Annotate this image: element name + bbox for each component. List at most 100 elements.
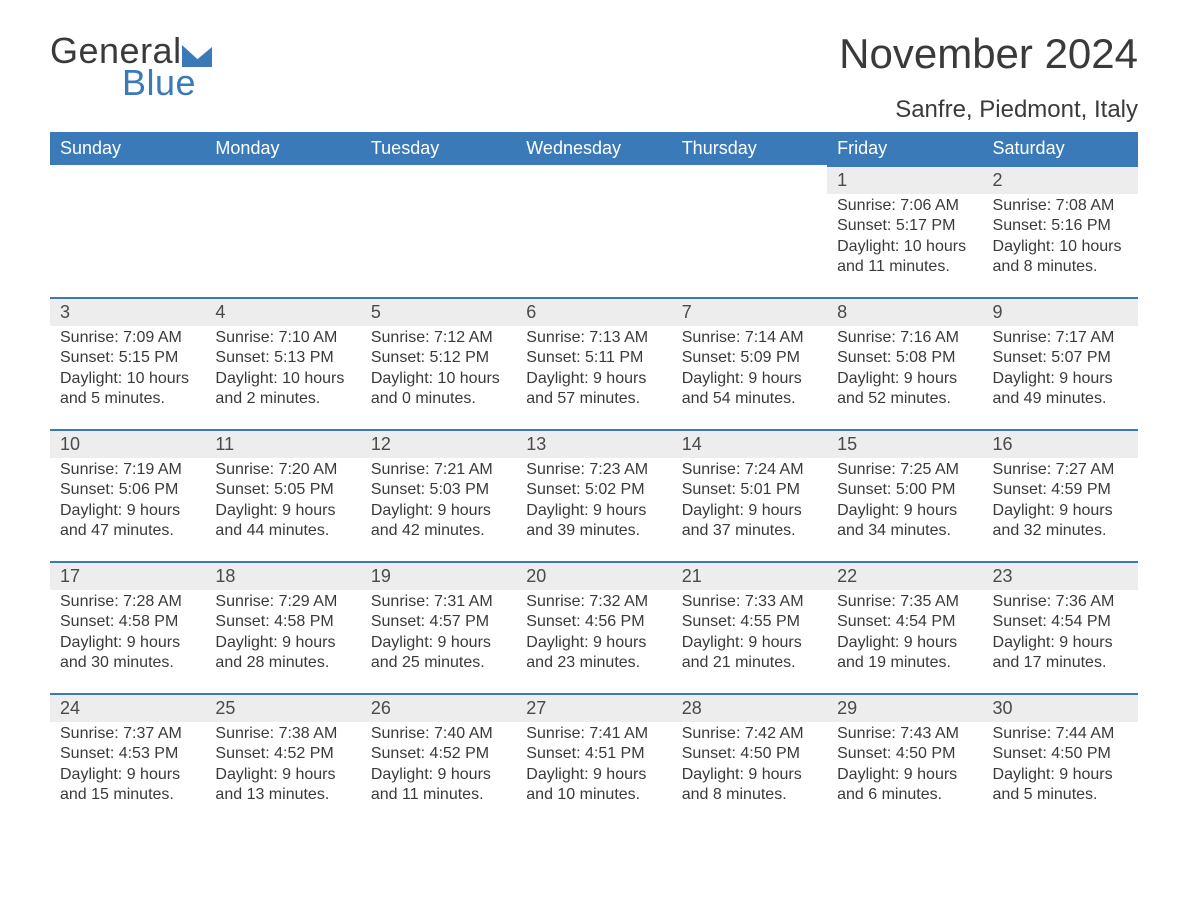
sunset-line: Sunset: 5:02 PM — [526, 480, 661, 500]
day-cell-27: 27Sunrise: 7:41 AMSunset: 4:51 PMDayligh… — [516, 693, 671, 825]
sunset-line: Sunset: 5:03 PM — [371, 480, 506, 500]
day-cell-10: 10Sunrise: 7:19 AMSunset: 5:06 PMDayligh… — [50, 429, 205, 561]
day-number: 1 — [827, 165, 982, 194]
day-number: 2 — [983, 165, 1138, 194]
sunrise-line: Sunrise: 7:35 AM — [837, 592, 972, 612]
sunset-line: Sunset: 5:01 PM — [682, 480, 817, 500]
sunrise-line: Sunrise: 7:14 AM — [682, 328, 817, 348]
daylight-line: Daylight: 10 hours and 0 minutes. — [371, 369, 506, 410]
daylight-line: Daylight: 9 hours and 54 minutes. — [682, 369, 817, 410]
sunrise-line: Sunrise: 7:09 AM — [60, 328, 195, 348]
daylight-line: Daylight: 9 hours and 47 minutes. — [60, 501, 195, 542]
sunset-line: Sunset: 4:56 PM — [526, 612, 661, 632]
day-cell-28: 28Sunrise: 7:42 AMSunset: 4:50 PMDayligh… — [672, 693, 827, 825]
day-number: 20 — [516, 561, 671, 590]
sunset-line: Sunset: 5:06 PM — [60, 480, 195, 500]
sunrise-line: Sunrise: 7:29 AM — [215, 592, 350, 612]
sunrise-line: Sunrise: 7:38 AM — [215, 724, 350, 744]
daylight-line: Daylight: 10 hours and 2 minutes. — [215, 369, 350, 410]
sunrise-line: Sunrise: 7:41 AM — [526, 724, 661, 744]
sunrise-line: Sunrise: 7:28 AM — [60, 592, 195, 612]
day-cell-20: 20Sunrise: 7:32 AMSunset: 4:56 PMDayligh… — [516, 561, 671, 693]
day-number: 22 — [827, 561, 982, 590]
sunset-line: Sunset: 4:51 PM — [526, 744, 661, 764]
day-cell-21: 21Sunrise: 7:33 AMSunset: 4:55 PMDayligh… — [672, 561, 827, 693]
day-details: Sunrise: 7:09 AMSunset: 5:15 PMDaylight:… — [50, 326, 205, 410]
day-number: 13 — [516, 429, 671, 458]
day-details: Sunrise: 7:13 AMSunset: 5:11 PMDaylight:… — [516, 326, 671, 410]
sunrise-line: Sunrise: 7:10 AM — [215, 328, 350, 348]
day-details: Sunrise: 7:36 AMSunset: 4:54 PMDaylight:… — [983, 590, 1138, 674]
sunset-line: Sunset: 4:57 PM — [371, 612, 506, 632]
daylight-line: Daylight: 9 hours and 6 minutes. — [837, 765, 972, 806]
sunset-line: Sunset: 4:50 PM — [682, 744, 817, 764]
day-number: 19 — [361, 561, 516, 590]
weekday-thursday: Thursday — [672, 132, 827, 165]
sunset-line: Sunset: 5:15 PM — [60, 348, 195, 368]
day-cell-25: 25Sunrise: 7:38 AMSunset: 4:52 PMDayligh… — [205, 693, 360, 825]
sunrise-line: Sunrise: 7:24 AM — [682, 460, 817, 480]
day-number: 29 — [827, 693, 982, 722]
day-details: Sunrise: 7:42 AMSunset: 4:50 PMDaylight:… — [672, 722, 827, 806]
day-number: 23 — [983, 561, 1138, 590]
daylight-line: Daylight: 9 hours and 13 minutes. — [215, 765, 350, 806]
day-cell-9: 9Sunrise: 7:17 AMSunset: 5:07 PMDaylight… — [983, 297, 1138, 429]
day-cell-22: 22Sunrise: 7:35 AMSunset: 4:54 PMDayligh… — [827, 561, 982, 693]
day-details: Sunrise: 7:44 AMSunset: 4:50 PMDaylight:… — [983, 722, 1138, 806]
day-cell-17: 17Sunrise: 7:28 AMSunset: 4:58 PMDayligh… — [50, 561, 205, 693]
day-details: Sunrise: 7:16 AMSunset: 5:08 PMDaylight:… — [827, 326, 982, 410]
sunrise-line: Sunrise: 7:32 AM — [526, 592, 661, 612]
daylight-line: Daylight: 9 hours and 32 minutes. — [993, 501, 1128, 542]
empty-cell — [205, 165, 360, 297]
day-number: 12 — [361, 429, 516, 458]
daylight-line: Daylight: 9 hours and 21 minutes. — [682, 633, 817, 674]
sunset-line: Sunset: 4:52 PM — [215, 744, 350, 764]
sunset-line: Sunset: 4:50 PM — [993, 744, 1128, 764]
sunset-line: Sunset: 4:54 PM — [837, 612, 972, 632]
calendar-week-row: 1Sunrise: 7:06 AMSunset: 5:17 PMDaylight… — [50, 165, 1138, 297]
day-number: 21 — [672, 561, 827, 590]
empty-cell — [672, 165, 827, 297]
weekday-tuesday: Tuesday — [361, 132, 516, 165]
sunrise-line: Sunrise: 7:16 AM — [837, 328, 972, 348]
day-number: 3 — [50, 297, 205, 326]
daylight-line: Daylight: 9 hours and 49 minutes. — [993, 369, 1128, 410]
day-number: 9 — [983, 297, 1138, 326]
day-details: Sunrise: 7:10 AMSunset: 5:13 PMDaylight:… — [205, 326, 360, 410]
day-cell-18: 18Sunrise: 7:29 AMSunset: 4:58 PMDayligh… — [205, 561, 360, 693]
sunrise-line: Sunrise: 7:13 AM — [526, 328, 661, 348]
daylight-line: Daylight: 9 hours and 8 minutes. — [682, 765, 817, 806]
day-cell-23: 23Sunrise: 7:36 AMSunset: 4:54 PMDayligh… — [983, 561, 1138, 693]
empty-cell — [516, 165, 671, 297]
day-number: 27 — [516, 693, 671, 722]
day-cell-3: 3Sunrise: 7:09 AMSunset: 5:15 PMDaylight… — [50, 297, 205, 429]
sunrise-line: Sunrise: 7:08 AM — [993, 196, 1128, 216]
daylight-line: Daylight: 10 hours and 5 minutes. — [60, 369, 195, 410]
day-details: Sunrise: 7:32 AMSunset: 4:56 PMDaylight:… — [516, 590, 671, 674]
sunrise-line: Sunrise: 7:23 AM — [526, 460, 661, 480]
calendar-table: SundayMondayTuesdayWednesdayThursdayFrid… — [50, 132, 1138, 825]
day-details: Sunrise: 7:24 AMSunset: 5:01 PMDaylight:… — [672, 458, 827, 542]
calendar-week-row: 3Sunrise: 7:09 AMSunset: 5:15 PMDaylight… — [50, 297, 1138, 429]
day-details: Sunrise: 7:17 AMSunset: 5:07 PMDaylight:… — [983, 326, 1138, 410]
day-details: Sunrise: 7:25 AMSunset: 5:00 PMDaylight:… — [827, 458, 982, 542]
day-details: Sunrise: 7:06 AMSunset: 5:17 PMDaylight:… — [827, 194, 982, 278]
day-details: Sunrise: 7:31 AMSunset: 4:57 PMDaylight:… — [361, 590, 516, 674]
sunset-line: Sunset: 4:58 PM — [60, 612, 195, 632]
location: Sanfre, Piedmont, Italy — [839, 96, 1138, 124]
sunrise-line: Sunrise: 7:27 AM — [993, 460, 1128, 480]
day-number: 28 — [672, 693, 827, 722]
day-details: Sunrise: 7:23 AMSunset: 5:02 PMDaylight:… — [516, 458, 671, 542]
daylight-line: Daylight: 9 hours and 25 minutes. — [371, 633, 506, 674]
day-cell-6: 6Sunrise: 7:13 AMSunset: 5:11 PMDaylight… — [516, 297, 671, 429]
sunset-line: Sunset: 4:55 PM — [682, 612, 817, 632]
sunset-line: Sunset: 4:54 PM — [993, 612, 1128, 632]
sunrise-line: Sunrise: 7:17 AM — [993, 328, 1128, 348]
daylight-line: Daylight: 9 hours and 34 minutes. — [837, 501, 972, 542]
daylight-line: Daylight: 9 hours and 37 minutes. — [682, 501, 817, 542]
sunset-line: Sunset: 5:13 PM — [215, 348, 350, 368]
sunrise-line: Sunrise: 7:36 AM — [993, 592, 1128, 612]
weekday-monday: Monday — [205, 132, 360, 165]
day-cell-1: 1Sunrise: 7:06 AMSunset: 5:17 PMDaylight… — [827, 165, 982, 297]
sunset-line: Sunset: 4:52 PM — [371, 744, 506, 764]
